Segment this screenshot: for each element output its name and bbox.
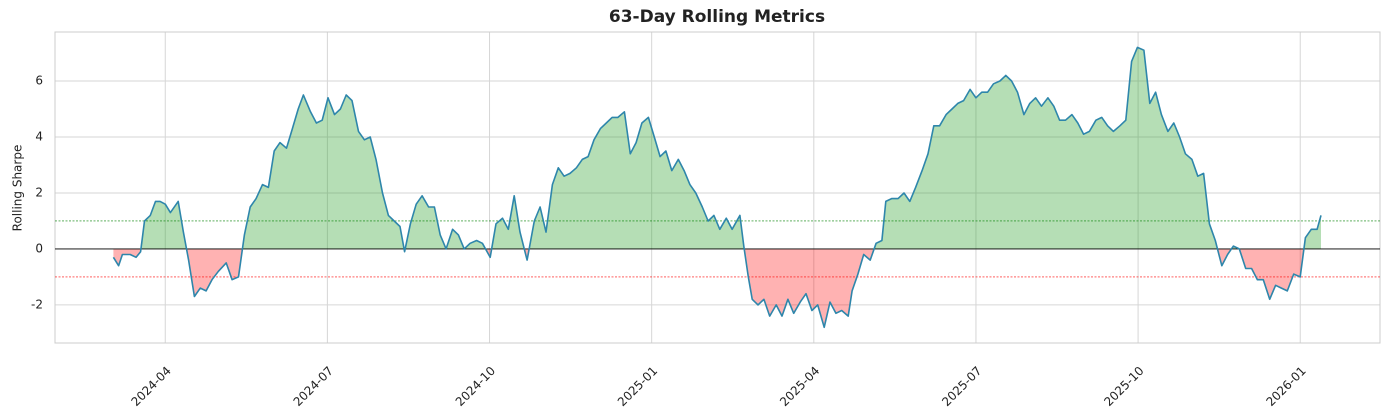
line: [112, 46, 1322, 329]
negative-area: [113, 248, 1304, 328]
y-axis-label: Rolling Sharpe: [11, 145, 25, 232]
y-tick-label: -2: [31, 297, 43, 311]
y-tick-label: 0: [35, 241, 43, 255]
chart-title: 63-Day Rolling Metrics: [609, 7, 825, 27]
y-tick-label: 4: [35, 129, 43, 143]
plot-border: [54, 31, 1381, 344]
positive-area: [113, 47, 1321, 249]
y-tick-label: 6: [35, 73, 43, 87]
y-tick-label: 2: [35, 185, 43, 199]
